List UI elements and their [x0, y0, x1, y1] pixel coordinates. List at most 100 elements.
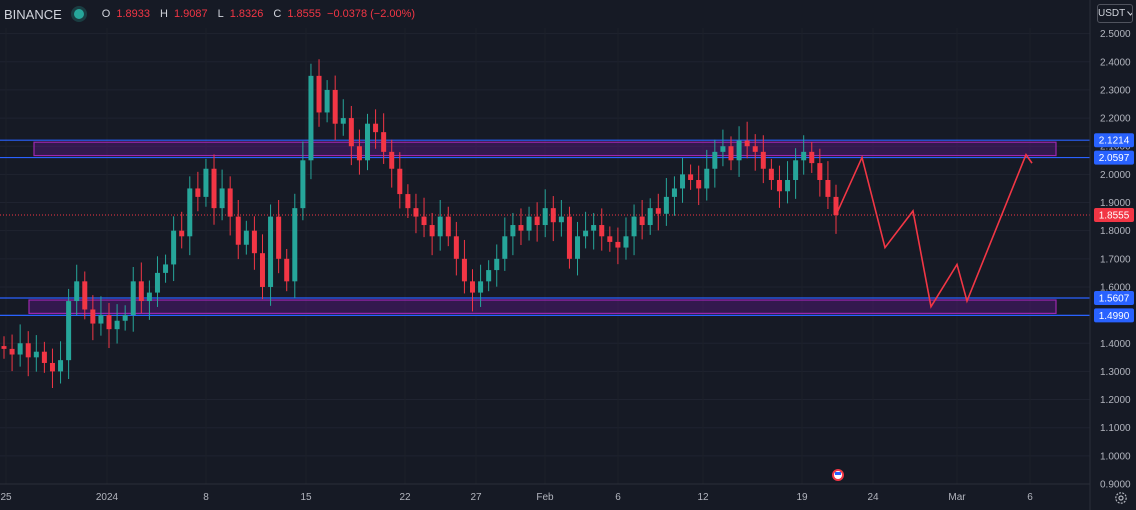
candle-body — [82, 281, 88, 310]
y-tick-label: 1.1000 — [1100, 423, 1131, 434]
x-tick-label: 6 — [1027, 492, 1033, 503]
candle-body — [793, 160, 799, 180]
candle-body — [41, 351, 47, 363]
chevron-down-icon — [1127, 11, 1132, 16]
candle-body — [478, 281, 484, 293]
price-label-text: 1.8555 — [1099, 211, 1130, 222]
candle-body — [736, 140, 742, 161]
candle-body — [74, 281, 80, 302]
time-axis: 25 2024 8 15 22 27 Feb 6 12 19 24 Mar 6 — [0, 469, 1090, 503]
candle-body — [66, 301, 72, 361]
settings-gear-icon[interactable] — [1114, 491, 1128, 505]
candle-body — [138, 281, 144, 302]
candle-body — [558, 216, 564, 223]
candle-body — [825, 180, 831, 197]
candle-body — [179, 230, 185, 237]
candle-body — [817, 163, 823, 180]
candle-body — [33, 351, 39, 358]
y-tick-label: 1.9000 — [1100, 198, 1131, 209]
candle-body — [607, 236, 613, 242]
price-label-text: 1.5607 — [1099, 294, 1130, 305]
x-tick-label: 12 — [697, 492, 709, 503]
y-tick-label: 1.0000 — [1100, 451, 1131, 462]
x-tick-label: 27 — [470, 492, 482, 503]
x-tick-label: 24 — [867, 492, 879, 503]
candle-body — [332, 89, 338, 124]
candles — [1, 59, 839, 389]
candle-body — [171, 230, 177, 265]
legend-header: BINANCE O 1.8933 H 1.9087 L 1.8326 C 1.8555 … — [0, 0, 415, 28]
candle-body — [154, 272, 160, 293]
x-tick-label: 6 — [615, 492, 621, 503]
candle-body — [615, 241, 621, 248]
projection-path — [835, 153, 1033, 309]
candle-body — [356, 146, 362, 161]
candle-body — [809, 151, 815, 164]
price-label-text: 2.1214 — [1099, 136, 1130, 147]
candle-body — [373, 123, 379, 133]
y-tick-label: 1.4000 — [1100, 339, 1131, 350]
candle-body — [599, 225, 605, 237]
currency-selector[interactable]: USDT — [1097, 4, 1133, 23]
candle-body — [251, 230, 257, 254]
y-tick-label: 2.4000 — [1100, 57, 1131, 68]
candle-body — [696, 180, 702, 189]
candle-body — [760, 151, 766, 169]
zone-box — [28, 299, 1057, 314]
candle-body — [688, 174, 694, 180]
candle-body — [276, 216, 282, 259]
price-label-text: 2.0597 — [1099, 153, 1130, 164]
y-tick-label: 1.6000 — [1100, 282, 1131, 293]
x-tick-label: 15 — [300, 492, 312, 503]
candle-body — [720, 146, 726, 152]
price-label-box — [1094, 291, 1134, 306]
candle-body — [752, 146, 758, 152]
x-tick-label: Mar — [948, 492, 966, 503]
event-flag-icon — [832, 469, 844, 481]
y-tick-label: 2.5000 — [1100, 29, 1131, 40]
candle-body — [663, 196, 669, 214]
candle-body — [300, 160, 306, 209]
candle-body — [575, 236, 581, 259]
candle-body — [583, 230, 589, 237]
price-label-box — [1094, 208, 1134, 223]
candle-body — [494, 258, 500, 271]
price-label-box — [1094, 133, 1134, 148]
x-tick-label: 25 — [0, 492, 12, 503]
candle-body — [381, 132, 387, 152]
x-tick-label: 19 — [796, 492, 808, 503]
candle-body — [292, 208, 298, 282]
candle-body — [49, 362, 55, 372]
candle-body — [421, 216, 427, 226]
candle-body — [623, 236, 629, 248]
y-tick-label: 1.2000 — [1100, 395, 1131, 406]
candle-body — [259, 253, 265, 287]
candle-body — [389, 151, 395, 169]
candle-body — [704, 168, 710, 189]
candle-body — [712, 151, 718, 169]
candle-body — [163, 264, 169, 273]
price-label-box — [1094, 150, 1134, 165]
candle-body — [833, 196, 839, 216]
candle-body — [744, 140, 750, 147]
candle-body — [534, 216, 540, 226]
y-tick-label: 1.7000 — [1100, 254, 1131, 265]
price-label-text: 1.4990 — [1099, 311, 1130, 322]
zone-box — [33, 141, 1057, 157]
candle-body — [211, 168, 217, 209]
close-value: 1.8555 — [287, 8, 322, 20]
candle-body — [510, 225, 516, 237]
y-tick-label: 1.8000 — [1100, 226, 1131, 237]
candle-body — [219, 188, 225, 209]
candle-body — [639, 216, 645, 226]
currency-label: USDT — [1098, 8, 1126, 19]
high-value: 1.9087 — [173, 8, 208, 20]
exchange-label: BINANCE — [4, 6, 62, 22]
y-tick-label: 2.2000 — [1100, 114, 1131, 125]
candle-body — [591, 225, 597, 231]
candle-body — [9, 348, 15, 355]
y-tick-label: 1.3000 — [1100, 367, 1131, 378]
candle-body — [680, 174, 686, 189]
